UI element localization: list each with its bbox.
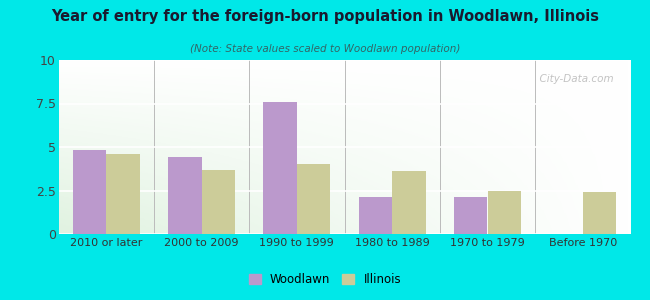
Bar bbox=[168, 158, 202, 234]
Text: Year of entry for the foreign-born population in Woodlawn, Illinois: Year of entry for the foreign-born popul… bbox=[51, 9, 599, 24]
Bar bbox=[106, 154, 140, 234]
Bar bbox=[263, 102, 297, 234]
Bar bbox=[392, 171, 426, 234]
Legend: Woodlawn, Illinois: Woodlawn, Illinois bbox=[244, 269, 406, 291]
Bar bbox=[202, 169, 235, 234]
Bar bbox=[359, 197, 392, 234]
Text: (Note: State values scaled to Woodlawn population): (Note: State values scaled to Woodlawn p… bbox=[190, 44, 460, 53]
Bar bbox=[488, 190, 521, 234]
Bar bbox=[73, 151, 106, 234]
Bar bbox=[454, 197, 488, 234]
Text: City-Data.com: City-Data.com bbox=[533, 74, 614, 84]
Bar bbox=[297, 164, 330, 234]
Bar bbox=[583, 192, 616, 234]
